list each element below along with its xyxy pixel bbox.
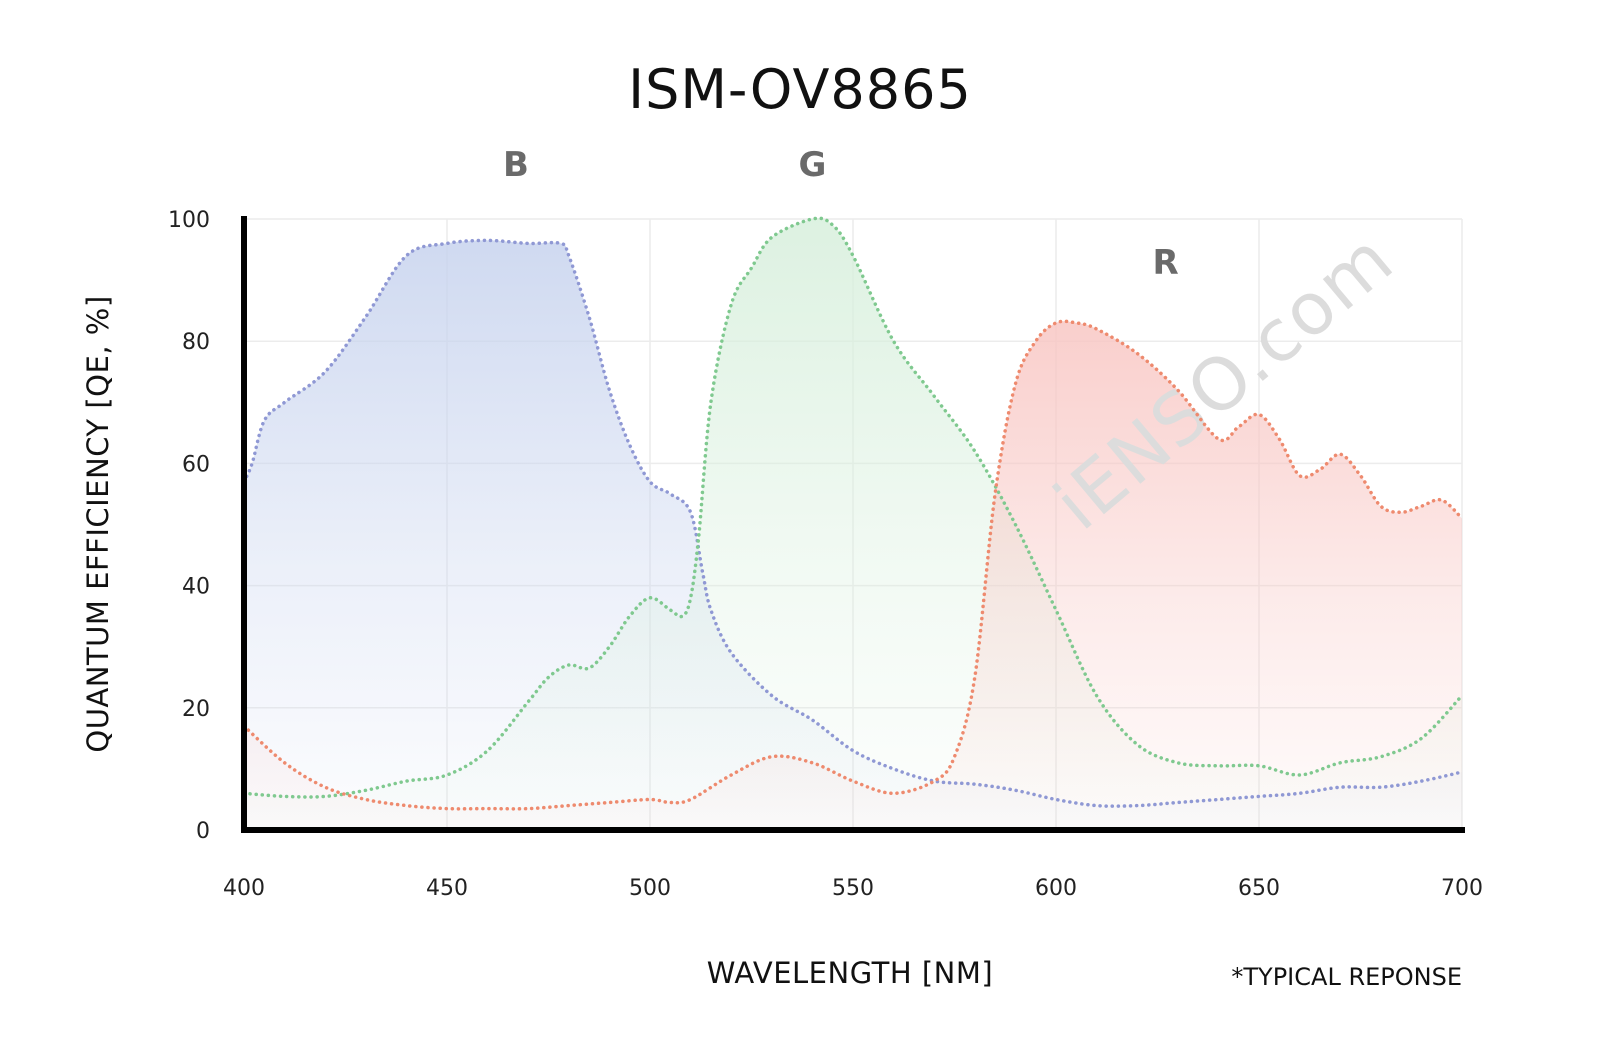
tick-labels: 400 450 500 550 600 650 700 0 20 40 60 80 100: [168, 208, 1483, 901]
x-tick-label: 550: [832, 876, 874, 901]
chart-title: ISM-OV8865: [628, 58, 972, 121]
series-line-b: [242, 238, 1464, 808]
x-tick-label: 600: [1035, 876, 1077, 901]
typical-response-note: *TYPICAL REPONSE: [1231, 963, 1462, 991]
x-tick-label: 700: [1441, 876, 1483, 901]
axes: [241, 216, 1465, 833]
y-tick-label: 0: [196, 819, 210, 844]
series-fills: [244, 218, 1462, 830]
x-tick-label: 450: [426, 876, 468, 901]
y-tick-label: 40: [182, 575, 210, 600]
series-fill-r: [244, 321, 1462, 830]
series-labels: B G R: [503, 145, 1179, 283]
series-line-g: [242, 216, 1464, 799]
y-tick-label: 100: [168, 208, 210, 233]
y-tick-label: 20: [182, 697, 210, 722]
series-lines: [242, 216, 1464, 811]
x-tick-label: 650: [1238, 876, 1280, 901]
x-tick-label: 400: [223, 876, 265, 901]
series-label-b: B: [503, 145, 529, 185]
x-tick-label: 500: [629, 876, 671, 901]
series-label-r: R: [1153, 243, 1179, 283]
y-axis-label: QUANTUM EFFICIENCY [QE, %]: [81, 295, 115, 752]
x-axis-label: WAVELENGTH [NM]: [707, 956, 993, 990]
y-tick-label: 60: [182, 452, 210, 477]
y-tick-label: 80: [182, 330, 210, 355]
series-label-g: G: [798, 145, 826, 185]
series-fill-g: [244, 218, 1462, 830]
